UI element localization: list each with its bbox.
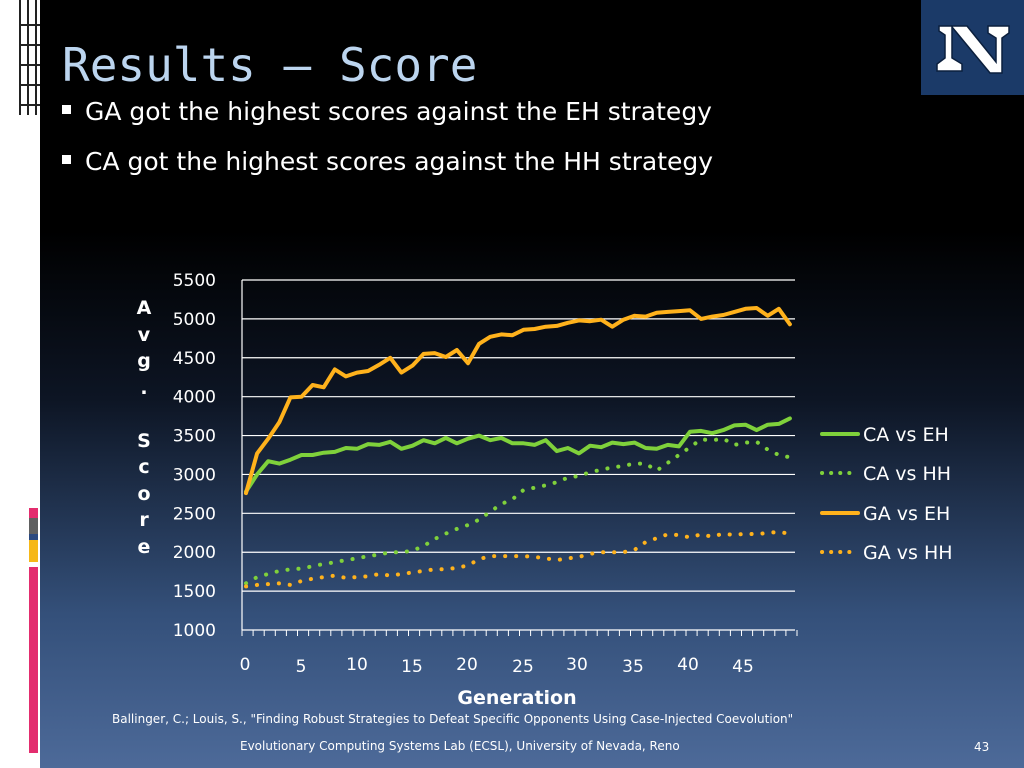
x-tick-label: 20 [456,655,478,675]
citation: Ballinger, C.; Louis, S., "Finding Robus… [112,712,794,726]
blue-bar [29,534,38,540]
y-axis-label-char: S [137,429,151,452]
slide-title: Results – Score [62,38,478,92]
y-axis-label-char: A [136,297,152,319]
series-line-ca-vs-eh [244,416,792,494]
legend-label: CA vs EH [863,424,949,446]
y-axis-label-char: r [139,509,149,531]
y-axis-label-char: v [137,323,151,346]
y-tick-label: 5500 [173,271,216,291]
side-decoration [19,0,40,753]
yellow-bar [29,540,38,562]
x-tick-label: 35 [622,657,644,677]
x-tick-label: 15 [401,657,423,677]
legend-label: GA vs EH [863,503,950,525]
x-tick-label: 5 [296,657,307,677]
slide-number: 43 [974,740,990,754]
mesh-pattern [19,0,40,115]
series-line-ca-vs-hh [244,436,792,586]
university-logo [921,0,1024,95]
nevada-n-icon [936,24,1010,74]
y-tick-label: 4000 [173,388,216,408]
y-tick-label: 2000 [173,543,216,563]
footer-lab: Evolutionary Computing Systems Lab (ECSL… [240,739,680,753]
x-tick-label: 10 [346,655,368,675]
bullet-2: CA got the highest scores against the HH… [62,147,713,176]
slide-background [40,0,1024,768]
x-tick-label: 45 [732,657,754,677]
bullet-1-text: GA got the highest scores against the EH… [85,97,712,126]
y-axis-label-char: . [140,376,148,399]
y-axis-label-char: g [137,350,151,372]
bullet-2-text: CA got the highest scores against the HH… [85,147,714,176]
y-tick-label: 4500 [173,349,216,369]
y-axis-label-char: e [137,535,151,558]
legend-label: GA vs HH [863,542,953,564]
y-axis-label-char: c [138,456,150,478]
x-tick-label: 30 [566,655,588,675]
x-axis-title: Generation [457,687,576,709]
y-tick-label: 1500 [173,582,216,602]
pink-bar-2 [29,567,38,753]
bullet-1: GA got the highest scores against the EH… [62,97,712,126]
x-tick-label: 40 [677,655,699,675]
series-line-ga-vs-eh [244,306,792,496]
bullet-square-icon [62,154,71,164]
y-tick-label: 3000 [173,465,216,485]
legend-label: CA vs HH [863,463,951,485]
x-tick-label: 0 [240,655,251,675]
y-tick-label: 3500 [173,427,216,447]
y-axis-label-char: o [137,482,151,505]
pink-bar-1 [29,508,38,518]
y-axis-label-char [134,401,154,428]
gray-bar [29,518,38,534]
bullet-square-icon [62,104,71,114]
y-tick-label: 2500 [173,504,216,524]
y-tick-label: 5000 [173,310,216,330]
y-tick-label: 1000 [173,621,216,641]
series-line-ga-vs-hh [244,530,792,589]
x-tick-label: 25 [512,657,534,677]
